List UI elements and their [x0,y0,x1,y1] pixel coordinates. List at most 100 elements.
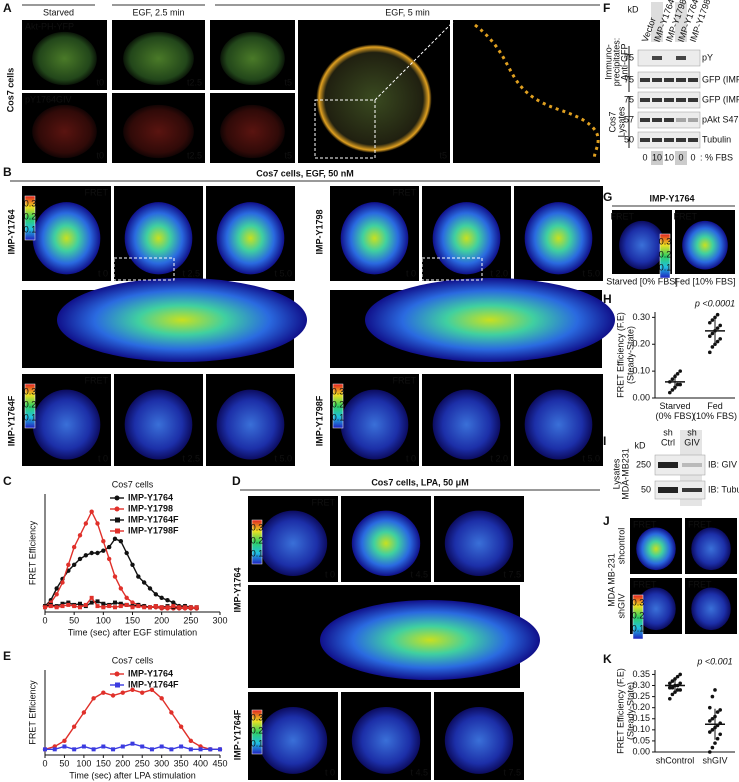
fret-label: FRET [85,375,109,385]
colorbar [332,383,344,429]
band [676,78,686,82]
y-axis-label: FRET Efficiency (F.E) [615,668,625,754]
point [668,390,672,395]
point [715,710,720,714]
lysate-label: Cos7 [607,111,617,132]
legend-label: IMP-Y1764F [128,514,179,524]
legend-label: IMP-Y1764F [128,679,179,689]
panel-label: H [603,292,612,306]
time-label: t0 [96,77,104,87]
point [54,586,59,591]
kd-label: 50 [624,134,634,144]
panel-label: E [3,649,11,663]
y-axis-label: FRET Efficiency [27,680,37,745]
zoom-cell [57,278,307,362]
band [676,118,686,122]
colorbar-tick: 0.1 [632,623,645,633]
cell [32,202,101,275]
fbs-highlight [651,151,663,165]
time-label: t 0 [406,453,416,463]
point [91,747,96,752]
colorbar-tick: 0.2 [659,249,672,259]
point [678,382,682,387]
point [130,687,135,693]
point [118,539,124,544]
cell [636,587,676,631]
point [101,744,106,749]
point [198,747,203,752]
point [95,550,100,556]
y-tick-label: 0.00 [632,392,650,402]
x-tick-label: 100 [76,758,91,768]
colorbar-tick: 0.2 [332,399,345,409]
point [710,745,715,750]
point [95,599,100,604]
point [60,604,65,609]
point [675,674,680,679]
caption: Fed [10% FBS] [674,276,735,286]
time-label: t 2.5 [182,453,200,463]
legend-label: IMP-Y1798F [128,525,179,535]
point [194,605,199,610]
band [640,98,650,102]
point [715,736,720,741]
point [60,580,65,585]
y-tick-label: 0.10 [632,366,650,376]
x-tick-label: 350 [174,758,189,768]
row-label: shcontrol [616,528,626,565]
band [688,98,698,102]
band [676,138,686,142]
point [710,728,715,732]
time-label: t 5.0 [582,268,600,278]
point [165,598,170,603]
point [708,705,712,710]
ip-label: precipitates: [611,38,621,87]
point [670,377,675,381]
x-tick-label: 300 [154,758,169,768]
colorbar-tick: 0.1 [659,262,672,272]
point [670,679,675,683]
cell [432,389,501,460]
band [688,138,698,142]
point [113,605,117,610]
colorbar-tick: 0.1 [332,412,345,422]
construct-label: IMP-Y1764 [6,209,16,254]
cell [351,510,421,576]
colorbar-tick: 0.1 [24,412,37,422]
x-tick-label: 250 [183,615,198,625]
kd-label: 250 [636,459,651,469]
time-label: t 0 [406,268,416,278]
point [71,724,77,729]
point [710,345,715,349]
band [688,118,698,122]
x-axis-label: Time (sec) after LPA stimulation [69,770,196,780]
cell [258,510,328,576]
point [113,600,117,605]
band [640,78,650,82]
point [111,747,116,752]
cell [32,104,97,159]
fret-label: FRET [85,187,109,197]
point [668,685,672,690]
colorbar [251,519,263,565]
x-tick-label: 250 [135,758,150,768]
point [178,724,184,729]
colorbar-tick: 0.2 [251,725,264,735]
band [682,463,702,467]
point [718,337,722,341]
fbs-value: 10 [664,152,674,162]
point [208,747,213,752]
band [652,56,662,60]
colorbar-tick: 0.2 [24,399,37,409]
point [83,602,88,607]
point [89,509,94,514]
cell [691,587,731,631]
point [110,693,116,698]
point [101,601,106,606]
colorbar [659,233,671,279]
point [169,710,174,715]
point [66,562,71,567]
band [652,138,662,142]
point [107,604,112,609]
